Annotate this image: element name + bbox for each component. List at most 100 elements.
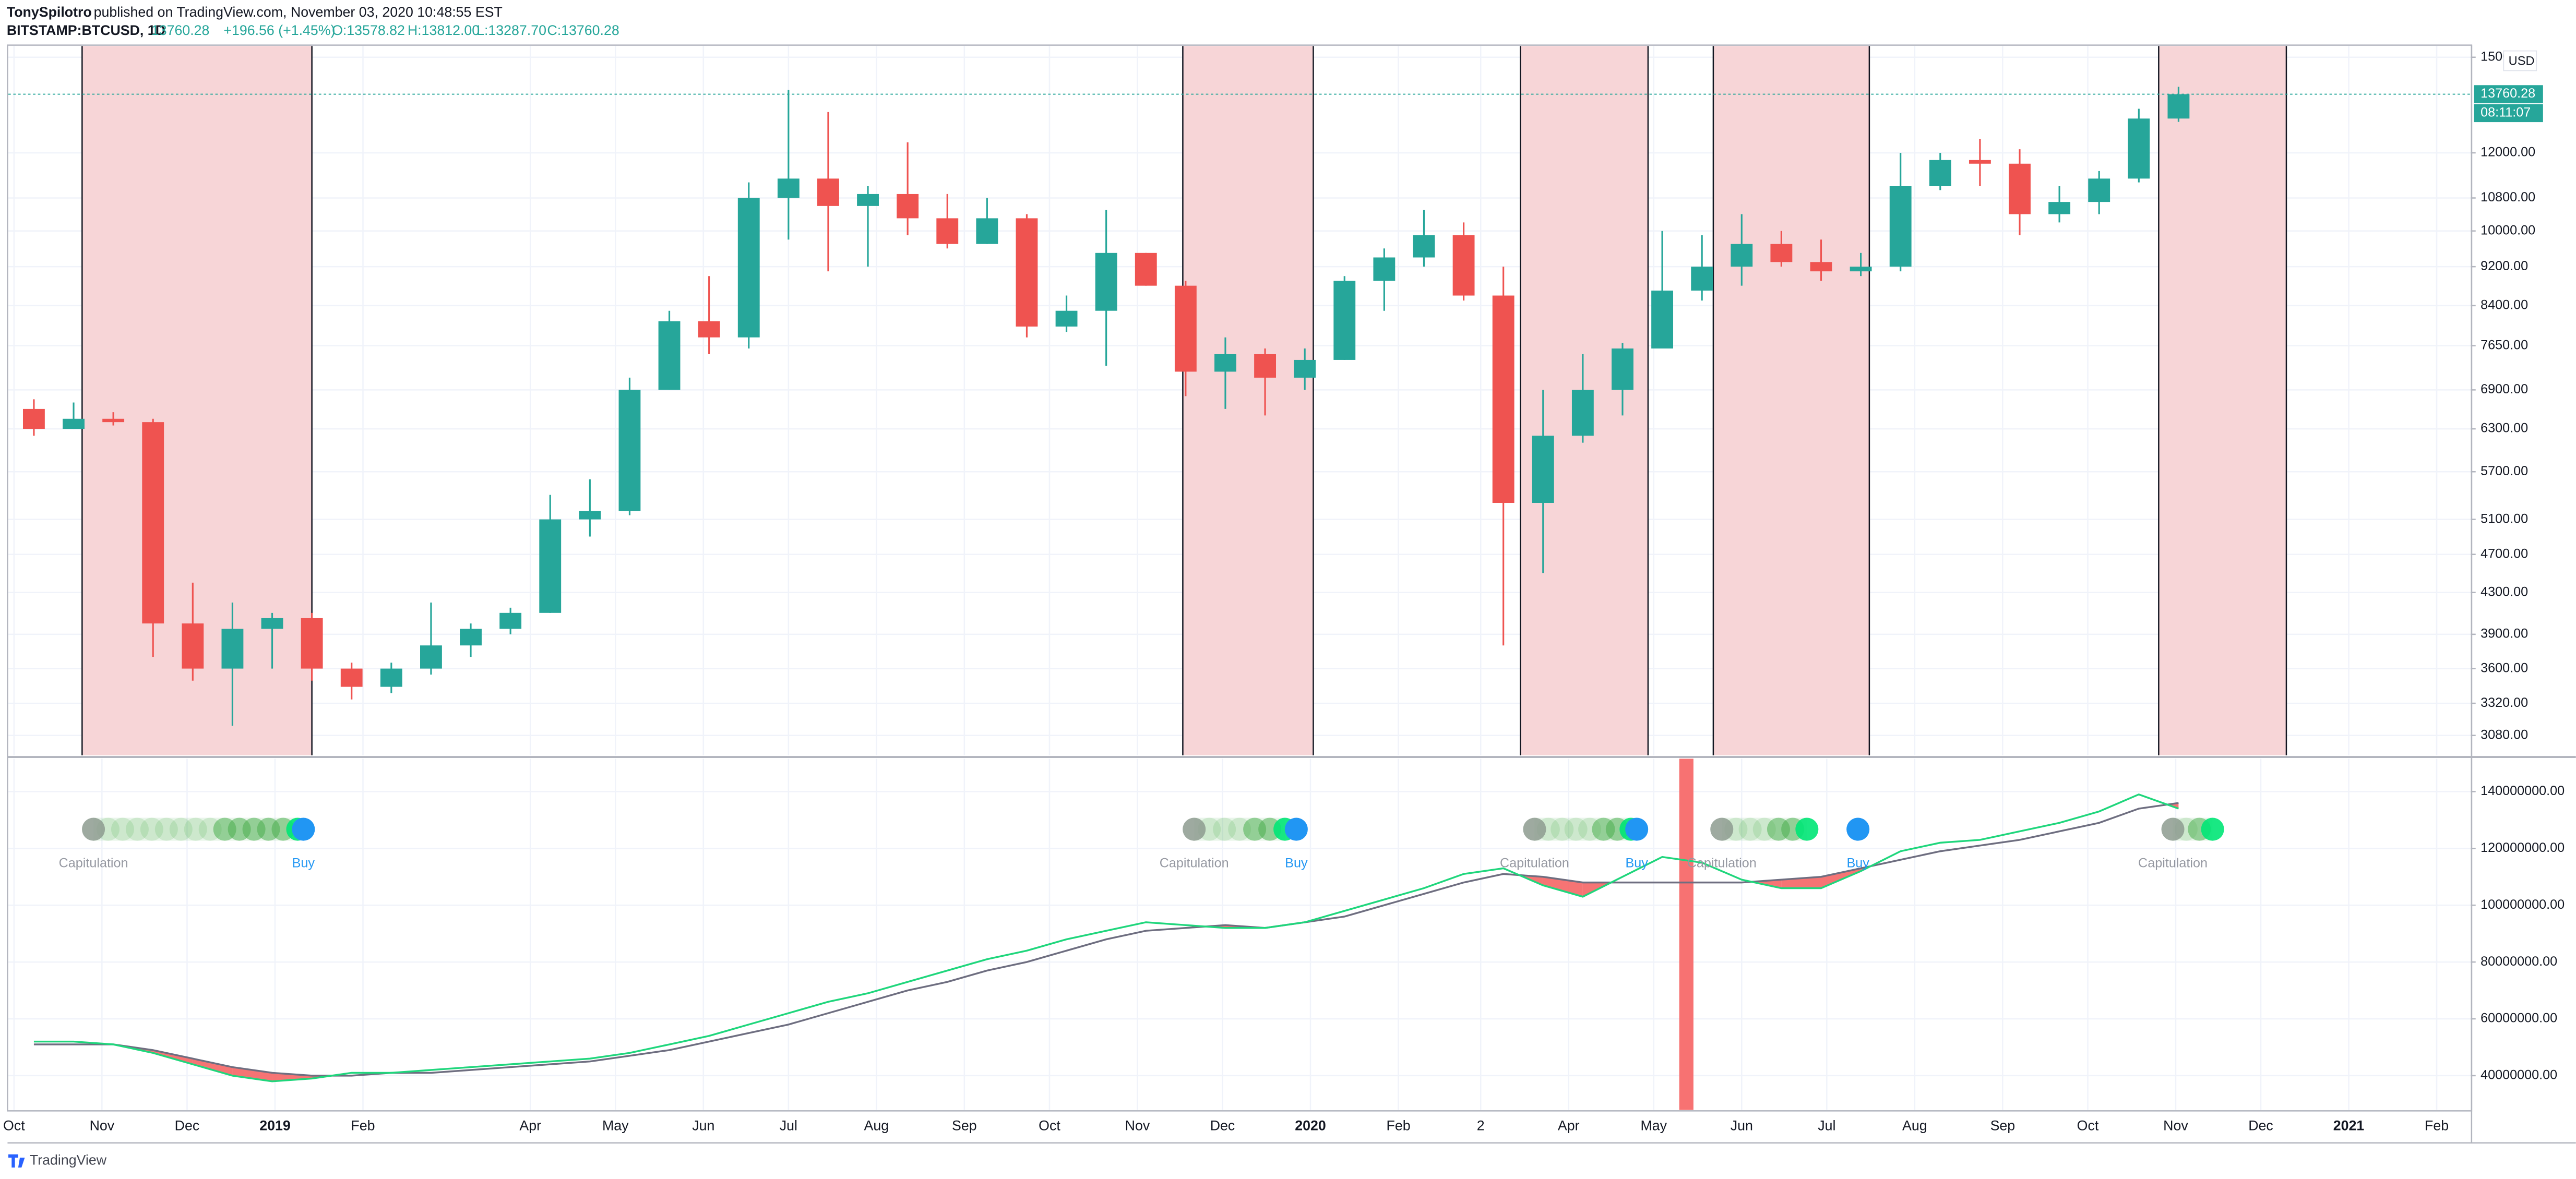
candle-body — [1651, 291, 1674, 349]
y-tick-label: 9200.00 — [2480, 259, 2528, 273]
signal-dot — [154, 817, 178, 841]
x-tick-label: Nov — [90, 1117, 115, 1133]
x-tick-label: Aug — [1902, 1117, 1927, 1133]
candle-body — [499, 612, 522, 629]
y-tick-label: 6300.00 — [2480, 421, 2528, 436]
y-tick-label: 100000000.00 — [2480, 897, 2565, 912]
x-tick-label: Jul — [780, 1117, 797, 1133]
countdown-box — [2474, 104, 2543, 123]
y-tick-label: 140000000.00 — [2480, 784, 2565, 798]
published: published on TradingView.com, November 0… — [94, 4, 503, 20]
buy-label: Buy — [1625, 856, 1648, 870]
event-range — [1679, 759, 1694, 1110]
indicator-line — [33, 793, 2179, 1082]
y-tick-label: 4700.00 — [2480, 546, 2528, 561]
x-tick-label: May — [1641, 1117, 1667, 1133]
x-tick-label: Apr — [519, 1117, 541, 1133]
signal-dot — [140, 817, 163, 841]
currency-box — [2503, 50, 2537, 71]
candle-body — [102, 418, 125, 423]
candle-body — [182, 623, 204, 669]
candle-body — [1333, 281, 1356, 360]
y-tick-label: 6900.00 — [2480, 382, 2528, 396]
buy-dot — [1625, 817, 1649, 841]
candle-body — [817, 178, 839, 206]
buy-label: Buy — [292, 856, 315, 870]
capitulation-label: Capitulation — [1687, 856, 1757, 870]
plot — [8, 759, 2471, 1110]
buy-dot — [1284, 817, 1308, 841]
candle-body — [2128, 118, 2150, 179]
capitulation-dot — [2161, 817, 2185, 841]
candle-body — [1135, 252, 1157, 286]
candle-body — [301, 618, 323, 669]
candle-body — [1016, 218, 1038, 327]
candle-body — [1254, 354, 1276, 378]
x-tick-label: Jul — [1818, 1117, 1835, 1133]
candle-body — [1612, 348, 1633, 390]
signal-dot — [1738, 817, 1762, 841]
x-tick-label: Oct — [2077, 1117, 2099, 1133]
capitulation-label: Capitulation — [59, 856, 128, 870]
x-tick-label: 2021 — [2333, 1117, 2365, 1133]
candle-body — [579, 511, 601, 520]
candle-body — [1810, 262, 1832, 272]
x-tick-label: 2 — [1477, 1117, 1485, 1133]
x-tick-label: Dec — [1210, 1117, 1235, 1133]
y-tick-label: 5100.00 — [2480, 511, 2528, 526]
x-tick-label: Nov — [1125, 1117, 1150, 1133]
candle-body — [698, 321, 720, 338]
capitulation-dot — [1183, 817, 1206, 841]
plot — [8, 46, 2471, 755]
buy-dot — [292, 817, 315, 841]
capitulation-label: Capitulation — [1500, 856, 1569, 870]
x-tick-label: Jun — [692, 1117, 714, 1133]
candle-body — [897, 194, 919, 219]
y-tick-label: 60000000.00 — [2480, 1011, 2557, 1026]
high: H:13812.00 — [408, 22, 480, 38]
countdown: 08:11:07 — [2480, 105, 2531, 119]
candle-body — [1571, 390, 1594, 436]
candle-body — [658, 321, 681, 390]
candle-body — [1452, 235, 1475, 296]
x-tick-label: Dec — [2248, 1117, 2273, 1133]
x-tick-label: Sep — [1990, 1117, 2016, 1133]
y-tick-label: 8400.00 — [2480, 298, 2528, 312]
header: TonySpilotro published on TradingView.co… — [7, 4, 619, 38]
frame — [7, 44, 2576, 1144]
capitulation-label: Capitulation — [1160, 856, 1229, 870]
x-tick-label: Aug — [864, 1117, 889, 1133]
buy-label: Buy — [1846, 856, 1869, 870]
currency: USD — [2509, 54, 2535, 68]
highlight-range — [1183, 46, 1314, 755]
candle-body — [1214, 354, 1236, 372]
capitulation-dot — [1710, 817, 1734, 841]
candle-body — [2048, 202, 2071, 214]
signal-dot — [1551, 817, 1574, 841]
candle-body — [380, 668, 402, 687]
x-tick-label: Sep — [952, 1117, 977, 1133]
indicator-pane: 140000000.00 120000000.00 100000000.00 8000… — [8, 759, 2565, 1110]
open: O:13578.82 — [332, 22, 405, 38]
x-tick-label: May — [602, 1117, 629, 1133]
signal-dot — [2201, 817, 2224, 841]
buy-dot — [1846, 817, 1870, 841]
x-tick-label: Dec — [175, 1117, 200, 1133]
candle-body — [936, 218, 959, 244]
x-tick-label: Feb — [2425, 1117, 2449, 1133]
y-tick-label: 3320.00 — [2480, 695, 2528, 710]
candle-body — [1969, 160, 1991, 164]
candle-body — [1492, 295, 1514, 503]
symbol: BITSTAMP:BTCUSD, 1D — [7, 22, 165, 38]
last-price-label: 13760.28 — [2480, 86, 2535, 101]
y-tick-label: 3900.00 — [2480, 627, 2528, 641]
candle-body — [1532, 436, 1554, 503]
signal-dot — [1795, 817, 1819, 841]
signal-dot — [1564, 817, 1588, 841]
capitulation-label: Capitulation — [2138, 856, 2208, 870]
candle-body — [142, 422, 164, 624]
candle-body — [63, 418, 85, 429]
x-tick-label: Apr — [1558, 1117, 1580, 1133]
